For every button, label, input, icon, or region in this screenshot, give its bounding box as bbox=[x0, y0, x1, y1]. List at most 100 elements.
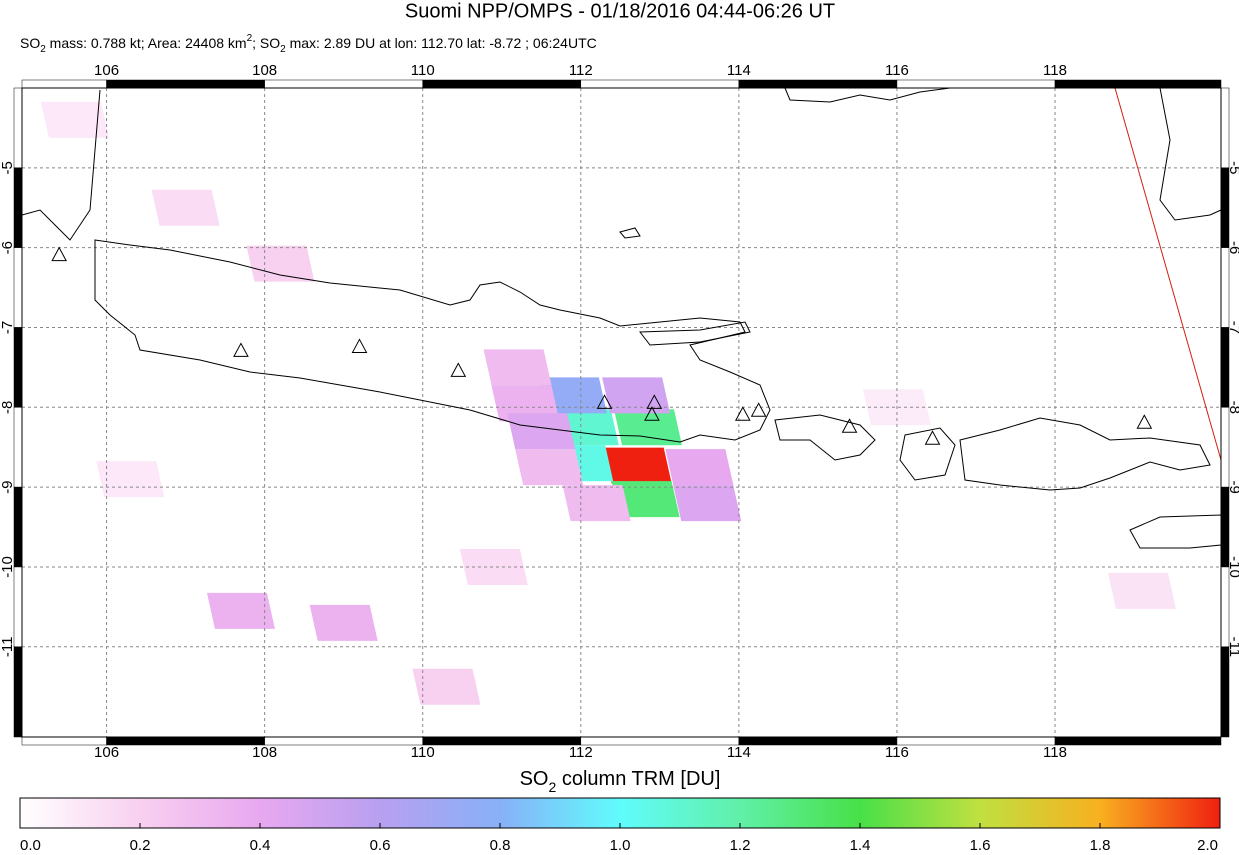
y-tick-label: -6 bbox=[1226, 241, 1239, 254]
x-tick-label: 114 bbox=[727, 744, 751, 761]
x-tick-label: 112 bbox=[569, 62, 593, 79]
x-tick-label: 116 bbox=[885, 744, 909, 761]
colorbar-tick-label: 1.2 bbox=[730, 837, 751, 854]
x-tick-label: 108 bbox=[252, 744, 277, 761]
y-tick-label: -10 bbox=[1226, 556, 1239, 578]
border-bar bbox=[1220, 486, 1230, 568]
x-tick-label: 110 bbox=[411, 744, 435, 761]
x-tick-label: 118 bbox=[1043, 62, 1067, 79]
so2-pixel bbox=[309, 604, 378, 641]
border-bar bbox=[1220, 87, 1230, 169]
volcano bbox=[734, 406, 751, 421]
so2-pixel bbox=[602, 377, 671, 414]
subtitle: SO2 mass: 0.788 kt; Area: 24408 km2; SO2… bbox=[20, 33, 597, 55]
x-tick-label: 106 bbox=[94, 62, 119, 79]
so2-pixel bbox=[562, 485, 631, 522]
coastlines bbox=[21, 87, 1222, 549]
border-bar bbox=[106, 736, 265, 746]
subtitle-part: 2 bbox=[280, 44, 286, 55]
border-bar bbox=[1220, 646, 1230, 738]
so2-pixel bbox=[673, 485, 742, 522]
so2-pixel bbox=[483, 349, 552, 386]
border-bar bbox=[264, 79, 423, 89]
border-bar bbox=[1220, 247, 1230, 328]
colorbar-label-part: 2 bbox=[549, 779, 557, 795]
colorbar-tick-label: 1.6 bbox=[970, 837, 991, 854]
colorbar-label-part: SO bbox=[520, 768, 549, 790]
y-tick-label: -8 bbox=[1226, 401, 1239, 414]
border-bar bbox=[13, 407, 23, 488]
subtitle-part: SO bbox=[20, 35, 40, 51]
colorbar-tick-label: 1.8 bbox=[1090, 837, 1111, 854]
so2-pixel bbox=[515, 449, 584, 486]
so2-pixel bbox=[538, 377, 607, 414]
colorbar-tick-label: 1.0 bbox=[610, 837, 631, 854]
border-bar bbox=[896, 736, 1056, 746]
volcano bbox=[750, 402, 767, 417]
y-tick-label: -6 bbox=[0, 241, 16, 254]
y-tick-label: -10 bbox=[0, 556, 16, 578]
y-tick-label: -7 bbox=[1226, 321, 1239, 334]
coastline bbox=[1159, 87, 1222, 221]
coastline bbox=[21, 89, 101, 241]
volcano bbox=[1136, 414, 1153, 429]
coastline bbox=[774, 414, 876, 461]
so2-pixel bbox=[96, 461, 165, 498]
border-bar bbox=[738, 736, 898, 746]
subtitle-part: max: 2.89 DU at lon: 112.70 lat: -8.72 ;… bbox=[286, 35, 597, 51]
volcano bbox=[646, 394, 663, 409]
border-bar bbox=[580, 79, 740, 89]
border-bar bbox=[1054, 736, 1222, 746]
volcano bbox=[450, 362, 467, 377]
y-tick-label: -5 bbox=[0, 161, 16, 174]
so2-pixels bbox=[40, 101, 1176, 705]
volcano bbox=[644, 406, 660, 421]
border-bar bbox=[21, 79, 107, 89]
colorbar-tick-label: 0.6 bbox=[370, 837, 391, 854]
border-bar bbox=[1220, 167, 1230, 248]
coastline bbox=[619, 227, 641, 239]
y-tick-label: -11 bbox=[0, 637, 16, 658]
x-tick-label: 112 bbox=[569, 744, 593, 761]
border-bar bbox=[896, 79, 1056, 89]
border-bar bbox=[422, 79, 582, 89]
so2-pixel bbox=[603, 447, 672, 484]
so2-pixel bbox=[611, 481, 680, 518]
colorbar-ticks: 0.0 0.2 0.4 0.6 0.8 1.0 1.2 1.4 1.6 1.8 2.0 bbox=[19, 823, 1221, 854]
volcano bbox=[51, 246, 67, 262]
grid bbox=[22, 88, 1221, 737]
border-bar bbox=[13, 167, 23, 248]
colorbar-label: SO2 column TRM [DU] bbox=[520, 768, 721, 794]
so2-pixel bbox=[151, 189, 220, 226]
border-bar bbox=[1220, 566, 1230, 648]
y-tick-label: -8 bbox=[0, 401, 16, 414]
x-tick-label: 114 bbox=[727, 62, 751, 79]
coastline bbox=[1129, 514, 1222, 549]
x-tick-label: 116 bbox=[885, 62, 909, 79]
subtitle-part: ; SO bbox=[252, 35, 280, 51]
y-tick-label: -9 bbox=[0, 480, 16, 493]
volcano bbox=[233, 342, 249, 357]
colorbar-tick-label: 0.8 bbox=[490, 837, 511, 854]
axes: 106 106 108 108 110 110 112 112 114 114 116 116 118 1… bbox=[0, 62, 1239, 761]
volcanoes bbox=[51, 246, 1153, 445]
subtitle-part: 2 bbox=[247, 33, 253, 44]
orbit-edge bbox=[1114, 87, 1222, 461]
border-bar bbox=[13, 646, 23, 738]
x-tick-label: 110 bbox=[411, 62, 435, 79]
so2-pixel bbox=[246, 245, 315, 282]
border-bar bbox=[13, 566, 23, 648]
colorbar-tick-label: 0.4 bbox=[250, 837, 271, 854]
border-bar bbox=[13, 486, 23, 568]
colorbar-tick-label: 2.0 bbox=[1197, 837, 1218, 854]
so2-pixel bbox=[412, 668, 481, 705]
colorbar-tick-label: 1.4 bbox=[850, 837, 871, 854]
x-tick-label: 108 bbox=[252, 62, 277, 79]
border-bar bbox=[1220, 327, 1230, 408]
so2-pixel bbox=[40, 101, 109, 138]
volcano bbox=[841, 418, 858, 433]
so2-pixel bbox=[507, 413, 576, 450]
y-tick-label: -9 bbox=[1226, 480, 1239, 493]
so2-pixel bbox=[1107, 572, 1176, 609]
y-tick-label: -7 bbox=[0, 321, 16, 334]
